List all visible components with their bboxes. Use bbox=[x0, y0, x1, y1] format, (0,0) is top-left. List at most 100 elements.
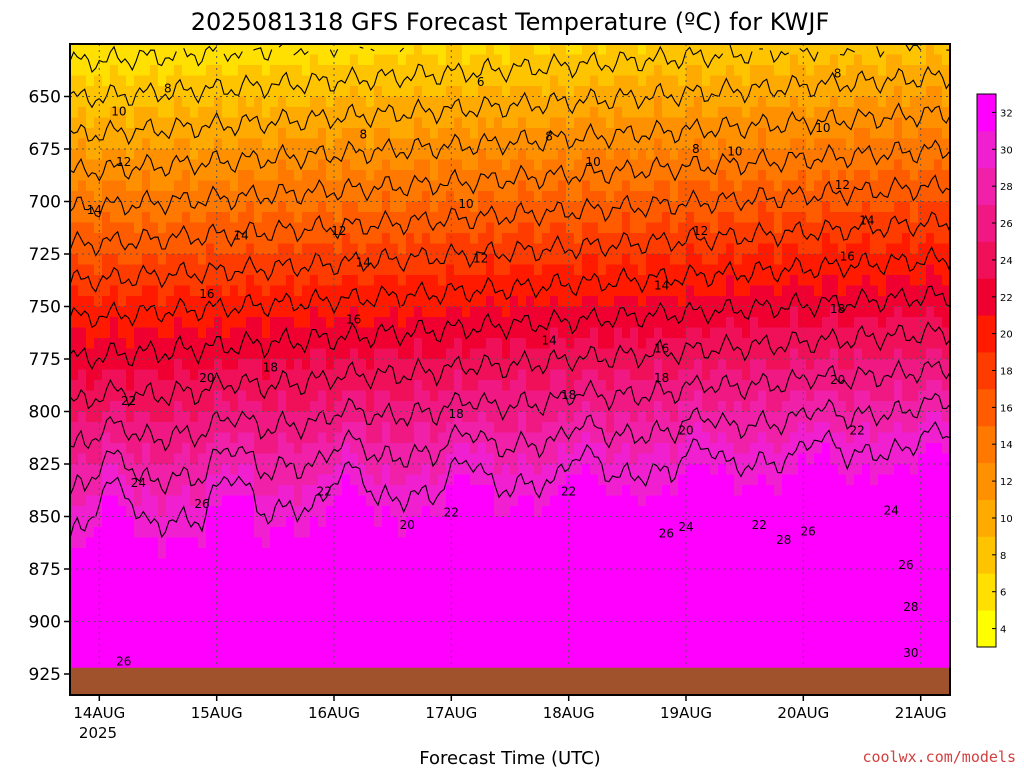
temperature-cell bbox=[214, 569, 223, 581]
temperature-cell bbox=[678, 275, 687, 287]
temperature-cell bbox=[534, 338, 543, 350]
temperature-cell bbox=[566, 642, 575, 654]
temperature-cell bbox=[294, 579, 303, 591]
temperature-cell bbox=[638, 107, 647, 119]
temperature-cell bbox=[414, 590, 423, 602]
temperature-cell bbox=[550, 632, 559, 644]
temperature-cell bbox=[206, 44, 215, 56]
temperature-cell bbox=[694, 317, 703, 329]
temperature-cell bbox=[238, 380, 247, 392]
temperature-cell bbox=[414, 579, 423, 591]
temperature-cell bbox=[134, 138, 143, 150]
temperature-cell bbox=[206, 380, 215, 392]
temperature-cell bbox=[686, 495, 695, 507]
temperature-cell bbox=[398, 317, 407, 329]
temperature-cell bbox=[286, 264, 295, 276]
temperature-cell bbox=[334, 485, 343, 497]
temperature-cell bbox=[342, 107, 351, 119]
temperature-cell bbox=[670, 149, 679, 161]
temperature-cell bbox=[86, 222, 95, 234]
temperature-cell bbox=[686, 327, 695, 339]
temperature-cell bbox=[246, 432, 255, 444]
temperature-cell bbox=[454, 180, 463, 192]
temperature-cell bbox=[694, 128, 703, 140]
temperature-cell bbox=[118, 107, 127, 119]
temperature-cell bbox=[462, 422, 471, 434]
temperature-cell bbox=[310, 222, 319, 234]
temperature-cell bbox=[702, 401, 711, 413]
temperature-cell bbox=[678, 380, 687, 392]
temperature-cell bbox=[694, 632, 703, 644]
temperature-cell bbox=[566, 474, 575, 486]
temperature-cell bbox=[342, 65, 351, 77]
temperature-cell bbox=[206, 65, 215, 77]
temperature-cell bbox=[374, 75, 383, 87]
temperature-cell bbox=[286, 422, 295, 434]
temperature-cell bbox=[310, 306, 319, 318]
temperature-cell bbox=[590, 306, 599, 318]
temperature-cell bbox=[326, 411, 335, 423]
temperature-cell bbox=[326, 348, 335, 360]
temperature-cell bbox=[406, 149, 415, 161]
temperature-cell bbox=[582, 96, 591, 108]
temperature-cell bbox=[94, 201, 103, 213]
temperature-cell bbox=[702, 233, 711, 245]
temperature-cell bbox=[382, 128, 391, 140]
temperature-cell bbox=[382, 611, 391, 623]
temperature-cell bbox=[198, 191, 207, 203]
temperature-cell bbox=[422, 600, 431, 612]
temperature-cell bbox=[582, 191, 591, 203]
temperature-cell bbox=[230, 254, 239, 266]
temperature-cell bbox=[86, 170, 95, 182]
temperature-cell bbox=[78, 117, 87, 129]
temperature-cell bbox=[470, 117, 479, 129]
temperature-cell bbox=[110, 506, 119, 518]
temperature-cell bbox=[182, 338, 191, 350]
temperature-cell bbox=[662, 632, 671, 644]
temperature-cell bbox=[366, 411, 375, 423]
temperature-cell bbox=[198, 485, 207, 497]
temperature-cell bbox=[414, 296, 423, 308]
temperature-cell bbox=[486, 86, 495, 98]
temperature-cell bbox=[278, 338, 287, 350]
temperature-cell bbox=[422, 117, 431, 129]
temperature-cell bbox=[86, 369, 95, 381]
temperature-cell bbox=[310, 65, 319, 77]
temperature-cell bbox=[262, 516, 271, 528]
temperature-cell bbox=[558, 443, 567, 455]
temperature-cell bbox=[470, 96, 479, 108]
temperature-cell bbox=[662, 107, 671, 119]
temperature-cell bbox=[462, 254, 471, 266]
temperature-cell bbox=[326, 527, 335, 539]
temperature-cell bbox=[262, 621, 271, 633]
temperature-cell bbox=[382, 180, 391, 192]
temperature-cell bbox=[518, 264, 527, 276]
temperature-cell bbox=[534, 432, 543, 444]
temperature-cell bbox=[166, 506, 175, 518]
temperature-cell bbox=[670, 527, 679, 539]
temperature-cell bbox=[286, 65, 295, 77]
temperature-cell bbox=[430, 600, 439, 612]
temperature-cell bbox=[638, 191, 647, 203]
temperature-cell bbox=[150, 359, 159, 371]
temperature-cell bbox=[414, 611, 423, 623]
temperature-cell bbox=[566, 54, 575, 66]
temperature-cell bbox=[710, 191, 719, 203]
temperature-cell bbox=[318, 96, 327, 108]
temperature-cell bbox=[358, 359, 367, 371]
temperature-cell bbox=[638, 306, 647, 318]
temperature-cell bbox=[230, 222, 239, 234]
temperature-cell bbox=[246, 558, 255, 570]
temperature-cell bbox=[686, 558, 695, 570]
temperature-cell bbox=[646, 453, 655, 465]
temperature-cell bbox=[630, 495, 639, 507]
temperature-cell bbox=[598, 180, 607, 192]
temperature-cell bbox=[382, 432, 391, 444]
temperature-cell bbox=[702, 411, 711, 423]
temperature-cell bbox=[694, 621, 703, 633]
temperature-cell bbox=[214, 443, 223, 455]
temperature-cell bbox=[374, 590, 383, 602]
temperature-cell bbox=[446, 275, 455, 287]
temperature-cell bbox=[174, 611, 183, 623]
temperature-cell bbox=[582, 86, 591, 98]
